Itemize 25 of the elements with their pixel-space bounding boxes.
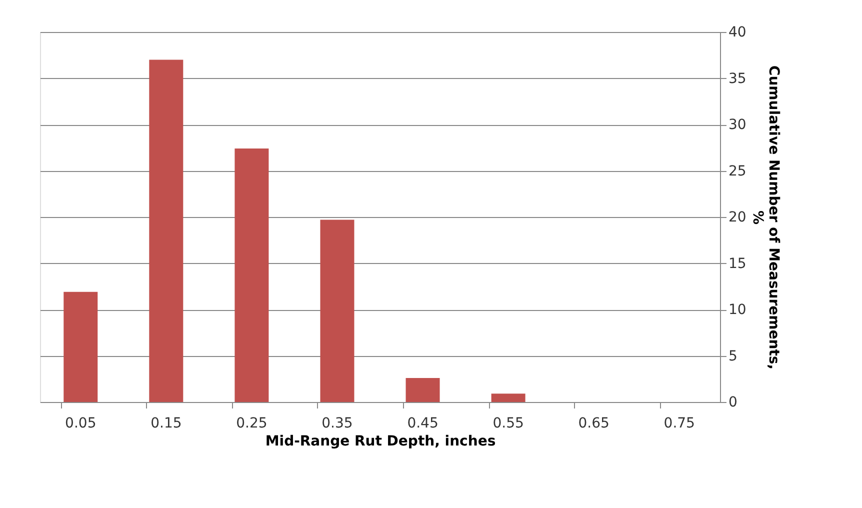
- x-tick-label: 0.65: [578, 416, 610, 432]
- x-tick-label: 0.75: [664, 416, 695, 432]
- y-axis-title: Cumulative Number of Measurements, %: [749, 65, 782, 370]
- y-tick-label: 35: [728, 70, 746, 87]
- bar: [491, 394, 526, 402]
- y-tick-label: 30: [728, 117, 746, 133]
- x-tick-label: 0.35: [322, 416, 353, 432]
- y-tick-label: 40: [728, 24, 746, 40]
- bar: [64, 292, 98, 402]
- x-tick-label: 0.15: [150, 416, 182, 432]
- y-tick-label: 10: [728, 302, 746, 318]
- y-tick-label: 25: [728, 163, 746, 180]
- y-tick-label: 20: [728, 210, 746, 226]
- bar: [149, 60, 184, 402]
- y-tick-label: 0: [728, 394, 738, 410]
- y-tick-label: 15: [728, 256, 746, 272]
- bar: [234, 148, 269, 402]
- bar: [406, 378, 440, 402]
- y-tick-label: 5: [728, 348, 738, 364]
- x-tick-label: 0.45: [407, 416, 438, 432]
- x-tick-label: 0.25: [236, 416, 268, 432]
- x-tick-label: 0.05: [65, 416, 96, 432]
- x-tick-label: 0.55: [492, 416, 524, 432]
- bar: [320, 220, 354, 402]
- x-axis-title: Mid-Range Rut Depth, inches: [265, 434, 496, 450]
